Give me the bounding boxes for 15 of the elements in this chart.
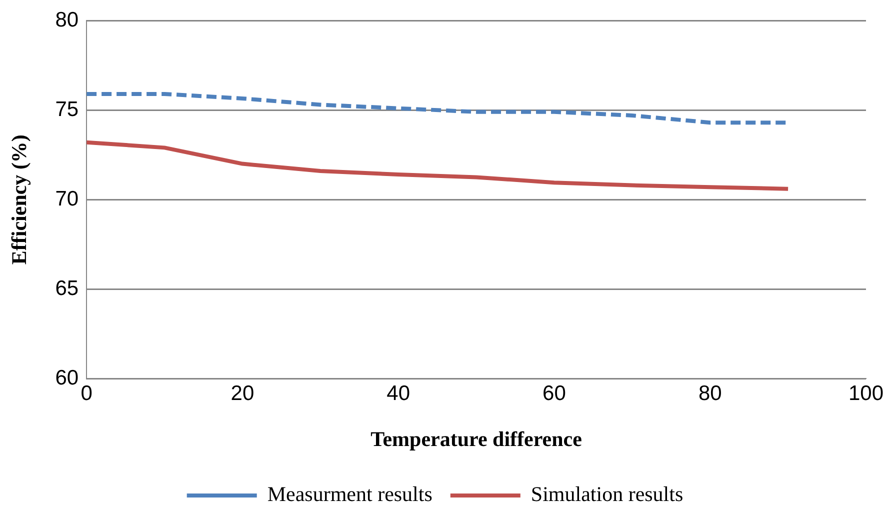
x-tick-label: 0: [80, 382, 92, 405]
legend-label: Measurment results: [267, 482, 432, 506]
x-tick-label: 100: [848, 382, 884, 405]
y-tick-label: 80: [55, 8, 79, 32]
y-axis-title: Efficiency (%): [7, 134, 32, 265]
legend-label: Simulation results: [530, 482, 684, 506]
x-tick-label: 80: [698, 382, 722, 405]
x-tick-label: 40: [386, 382, 410, 405]
y-tick-label: 60: [55, 366, 79, 390]
x-tick-label: 60: [542, 382, 566, 405]
x-tick-label: 20: [230, 382, 254, 405]
y-tick-label: 65: [55, 276, 79, 300]
y-tick-label: 70: [55, 187, 79, 210]
y-tick-label: 75: [55, 98, 79, 121]
x-axis-title: Temperature difference: [370, 426, 582, 451]
